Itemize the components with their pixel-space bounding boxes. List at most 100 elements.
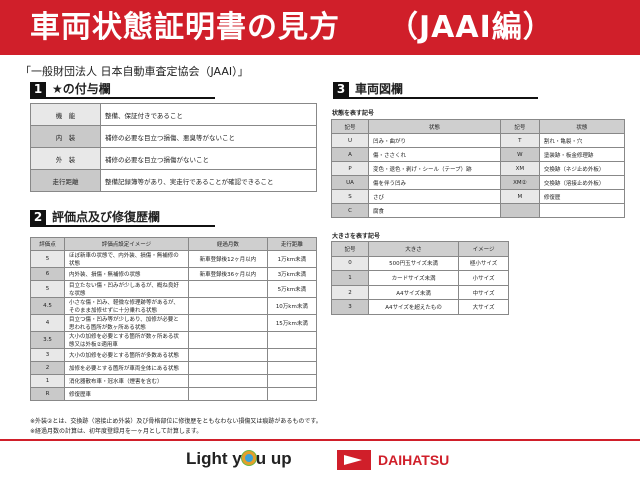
table-row: 5 ほぼ新車の状態で、内外装、損傷・無補修の状態 新車登録後12ヶ月以内 1万km未満: [30, 250, 318, 268]
table-cell: A4サイズを超えたもの: [367, 299, 460, 315]
section-3-heading: 3 車両図欄: [333, 82, 538, 99]
page-title-suffix: （JAAI編）: [388, 10, 554, 45]
daihatsu-logo-icon: [337, 450, 371, 470]
table-cell: 傷を伴う凹み: [368, 175, 501, 190]
table-cell: [188, 280, 268, 298]
column-header: 記号: [331, 119, 369, 134]
row-value: 整備、保証付きであること: [100, 103, 317, 126]
table-cell: 塗装跡・板金修理跡: [538, 147, 626, 162]
table-cell: 修復歴: [538, 189, 626, 204]
table-cell: 3: [30, 348, 65, 362]
table-cell: [266, 331, 318, 349]
table-row: S さび M 修復歴: [331, 189, 626, 204]
row-value: 補修の必要な目立つ損傷がないこと: [100, 147, 317, 170]
table-row: 機 能整備、保証付きであること: [30, 103, 317, 126]
table-row: 走行距離 整備記録簿等があり、実走行であることが確認できること: [30, 169, 317, 192]
section-title: 評価点及び修復歴欄: [52, 210, 161, 224]
row-label: 外 装: [30, 147, 101, 170]
table-cell: 交換跡（ネジ止め外板）: [538, 161, 626, 176]
table-cell: 腐食: [368, 203, 501, 218]
column-header: 経過月数: [188, 237, 268, 251]
table-row: U 凹み・曲がり T 割れ・亀裂・穴: [331, 133, 626, 148]
section-number: 2: [30, 210, 46, 226]
table-cell: 新車登録後36ヶ月以内: [188, 267, 268, 281]
table-cell: 消化器散布車・冠水車（煙害を含む）: [64, 374, 189, 388]
table-cell: 交換跡（溶接止め外板）: [538, 175, 626, 190]
table-cell: カードサイズ未満: [367, 270, 460, 286]
table-cell: 傷・ささくれ: [368, 147, 501, 162]
table-row: 5 目立たない傷・凹みが少しあるが、概ね良好な状態 5万km未満: [30, 280, 318, 298]
table-cell: 小サイズ: [458, 270, 509, 286]
table-cell: 5: [30, 250, 65, 268]
table-cell: 1: [30, 374, 65, 388]
table-row: 2 加修を必要とする箇所が車両全体にある状態: [30, 361, 318, 375]
star-table: 機 能整備、保証付きであること内 装補修の必要な目立つ損傷、悪臭等がないこと外 …: [30, 103, 317, 192]
table-row: P 変色・退色・剥げ・シール（テープ）跡 XM 交換跡（ネジ止め外板）: [331, 161, 626, 176]
table-cell: 3万km未満: [266, 267, 318, 281]
table-cell: 15万km未満: [266, 314, 318, 332]
table-cell: T: [499, 133, 540, 148]
table-row: 1 消化器散布車・冠水車（煙害を含む）: [30, 374, 318, 388]
table-row: 1 カードサイズ未満 小サイズ: [331, 270, 509, 286]
table-cell: 5万km未満: [266, 280, 318, 298]
note: ※外装②とは、交換跡（溶接止め外装）及び骨格部位に修復歴をともなわない損傷又は痕…: [30, 418, 322, 425]
size-symbol-table: 記号 大きさ イメージ 0 500円玉サイズ未満 極小サイズ 1 カードサイズ未満 小サイズ 2 A…: [331, 241, 509, 315]
table-cell: W: [499, 147, 540, 162]
table-cell: 小さな傷・凹み、軽微な修理跡等があるが、そのまま加修せずに十分乗れる状態: [64, 297, 189, 315]
slogan-text: u up: [255, 449, 292, 468]
table-cell: [188, 374, 268, 388]
column-header: 評価点設定イメージ: [64, 237, 189, 251]
table-cell: [266, 361, 318, 375]
table-row: R 修復歴車: [30, 387, 318, 401]
table-row: 4 目立つ傷・凹み等が少しあり、加修が必要と思われる箇所が数ヶ所ある状態 15万km…: [30, 314, 318, 332]
state-caption: 状態を表す記号: [332, 110, 375, 117]
table-row: 0 500円玉サイズ未満 極小サイズ: [331, 255, 509, 272]
column-header: イメージ: [458, 241, 509, 257]
table-cell: XM②: [499, 175, 540, 190]
table-cell: R: [30, 387, 65, 401]
table-cell: 修復歴車: [64, 387, 189, 401]
table-cell: UA: [331, 175, 369, 190]
section-number: 3: [333, 82, 349, 98]
section-2-heading: 2 評価点及び修復歴欄: [30, 210, 215, 227]
table-cell: 4.5: [30, 297, 65, 315]
table-cell: 2: [331, 284, 369, 301]
table-cell: 1: [331, 270, 369, 286]
table-cell: 3: [331, 299, 369, 315]
table-cell: 0: [331, 255, 369, 272]
table-cell: 10万km未満: [266, 297, 318, 315]
table-cell: 500円玉サイズ未満: [367, 255, 460, 272]
table-cell: 3.5: [30, 331, 65, 349]
brand-name: DAIHATSU: [378, 452, 450, 468]
grade-table: 評価点 評価点設定イメージ 経過月数 走行距離 5 ほぼ新車の状態で、内外装、損傷・無補修…: [30, 237, 318, 401]
table-cell: [188, 348, 268, 362]
table-cell: [188, 331, 268, 349]
section-1-heading: 1 ★の付与欄: [30, 82, 215, 99]
rainbow-o-icon: [241, 451, 256, 465]
table-cell: 内外装、損傷・無補修の状態: [64, 267, 189, 281]
state-symbol-table: 記号 状態 記号 状態 U 凹み・曲がり T 割れ・亀裂・穴 A 傷・ささくれ W 塗装跡・板金修理跡…: [331, 119, 626, 218]
column-header: 状態: [368, 119, 501, 134]
slogan-text: Light y: [186, 449, 242, 468]
column-header: 評価点: [30, 237, 65, 251]
table-row: A 傷・ささくれ W 塗装跡・板金修理跡: [331, 147, 626, 162]
row-value: 補修の必要な目立つ損傷、悪臭等がないこと: [100, 125, 317, 148]
table-cell: 目立つ傷・凹み等が少しあり、加修が必要と思われる箇所が数ヶ所ある状態: [64, 314, 189, 332]
table-row: C 腐食: [331, 203, 626, 218]
table-cell: M: [499, 189, 540, 204]
section-number: 1: [30, 82, 46, 98]
table-row: UA 傷を伴う凹み XM② 交換跡（溶接止め外板）: [331, 175, 626, 190]
column-header: 記号: [499, 119, 540, 134]
table-cell: 新車登録後12ヶ月以内: [188, 250, 268, 268]
table-row: 3.5 大小の加修を必要とする箇所が数ヶ所ある状態又は外板②適用車: [30, 331, 318, 349]
table-cell: 6: [30, 267, 65, 281]
table-cell: 大サイズ: [458, 299, 509, 315]
row-value: 整備記録簿等があり、実走行であることが確認できること: [100, 169, 317, 192]
table-row: 3 大小の加修を必要とする箇所が多数ある状態: [30, 348, 318, 362]
table-cell: P: [331, 161, 369, 176]
table-cell: 1万km未満: [266, 250, 318, 268]
table-cell: 割れ・亀裂・穴: [538, 133, 626, 148]
table-cell: A: [331, 147, 369, 162]
table-cell: [188, 387, 268, 401]
table-cell: 極小サイズ: [458, 255, 509, 272]
